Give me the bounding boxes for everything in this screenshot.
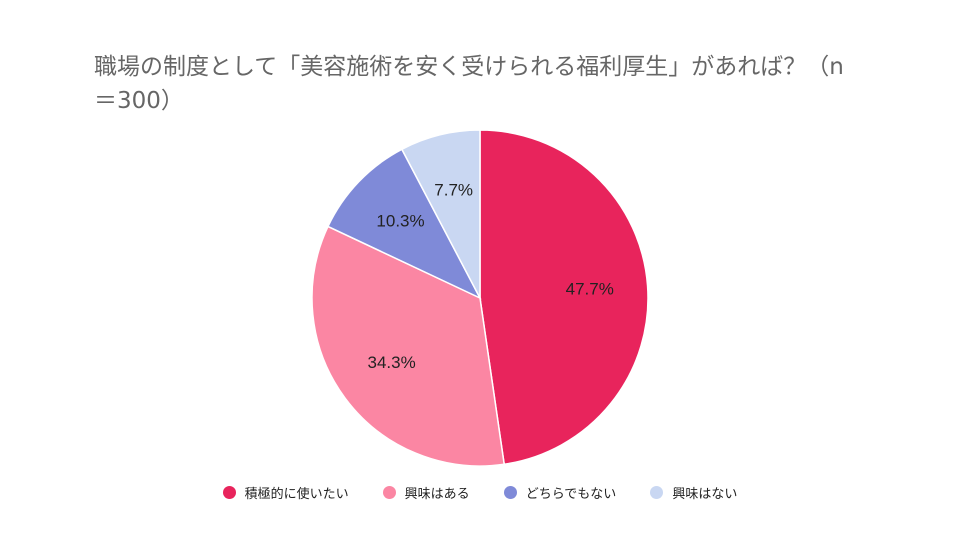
legend-item: 興味はない (650, 483, 737, 502)
chart-title: 職場の制度として「美容施術を安く受けられる福利厚生」があれば？（n＝300） (94, 54, 844, 114)
pie-slice (479, 129, 649, 466)
legend-swatch (503, 486, 517, 499)
legend-swatch (650, 486, 664, 499)
legend-label: どちらでもない (525, 487, 617, 502)
legend-item: 興味はある (382, 483, 470, 502)
legend-swatch (382, 486, 396, 499)
legend-item: 積極的に使いたい (222, 483, 349, 502)
slice-label: 47.7% (566, 280, 614, 299)
legend: 積極的に使いたい 興味はある どちらでもない 興味はない (0, 483, 960, 502)
slice-label: 7.7% (434, 181, 473, 200)
legend-label: 興味はない (672, 487, 738, 502)
legend-label: 積極的に使いたい (244, 487, 349, 502)
legend-label: 興味はある (404, 487, 470, 502)
pie-slice (326, 148, 482, 300)
pie-slice (400, 129, 481, 299)
legend-swatch (222, 486, 236, 499)
legend-item: どちらでもない (503, 483, 617, 502)
slice-label: 10.3% (376, 211, 424, 230)
pie-slice (311, 225, 506, 467)
slice-label: 34.3% (368, 353, 416, 372)
